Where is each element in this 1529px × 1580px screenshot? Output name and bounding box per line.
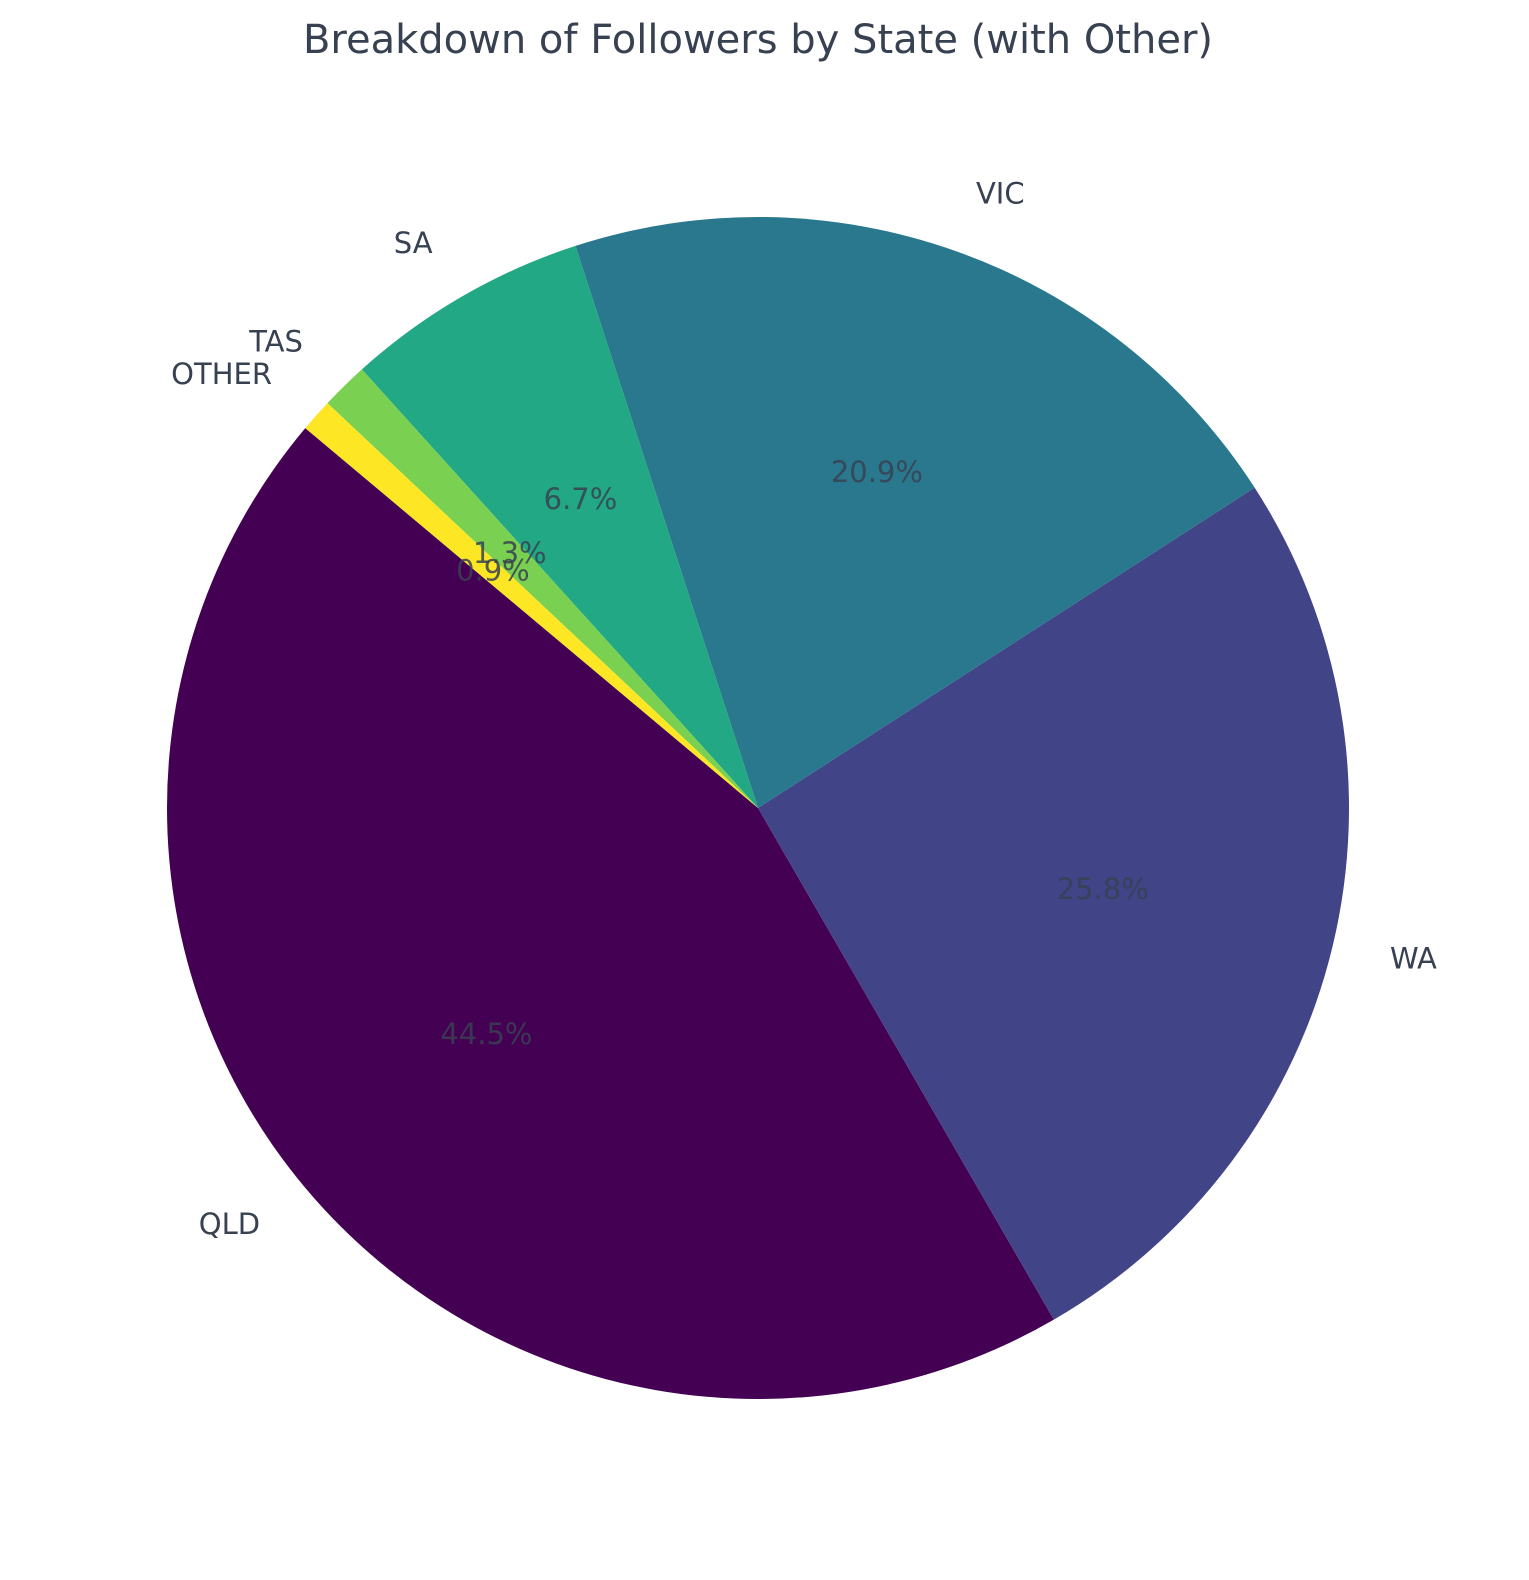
pie-slice-vic	[575, 217, 1255, 809]
chart-title: Breakdown of Followers by State (with Ot…	[303, 17, 1213, 63]
slice-label-vic: VIC	[976, 177, 1025, 211]
pie-slice-other	[305, 403, 758, 808]
pct-label-wa: 25.8%	[1057, 872, 1149, 906]
slice-label-other: OTHER	[171, 357, 272, 391]
pct-label-sa: 6.7%	[544, 482, 618, 516]
slice-label-wa: WA	[1390, 941, 1437, 975]
pie-slices	[167, 217, 1349, 1399]
pie-slice-tas	[327, 369, 758, 808]
slice-label-qld: QLD	[199, 1207, 260, 1241]
pie-percent-labels: 44.5% 25.8% 20.9% 6.7% 1.3%0.9%	[440, 455, 1148, 1051]
slice-label-sa: SA	[394, 226, 433, 260]
pct-label-vic: 20.9%	[831, 455, 923, 489]
pie-slice-qld	[167, 428, 1054, 1399]
pie-slice-sa	[361, 245, 758, 808]
pie-slice-wa	[758, 487, 1349, 1320]
pct-label-tas: 1.3%	[473, 536, 547, 570]
pct-label-qld: 44.5%	[440, 1017, 532, 1051]
slice-label-tas: TAS	[248, 325, 303, 359]
pct-label-other: 0.9%	[456, 553, 530, 587]
